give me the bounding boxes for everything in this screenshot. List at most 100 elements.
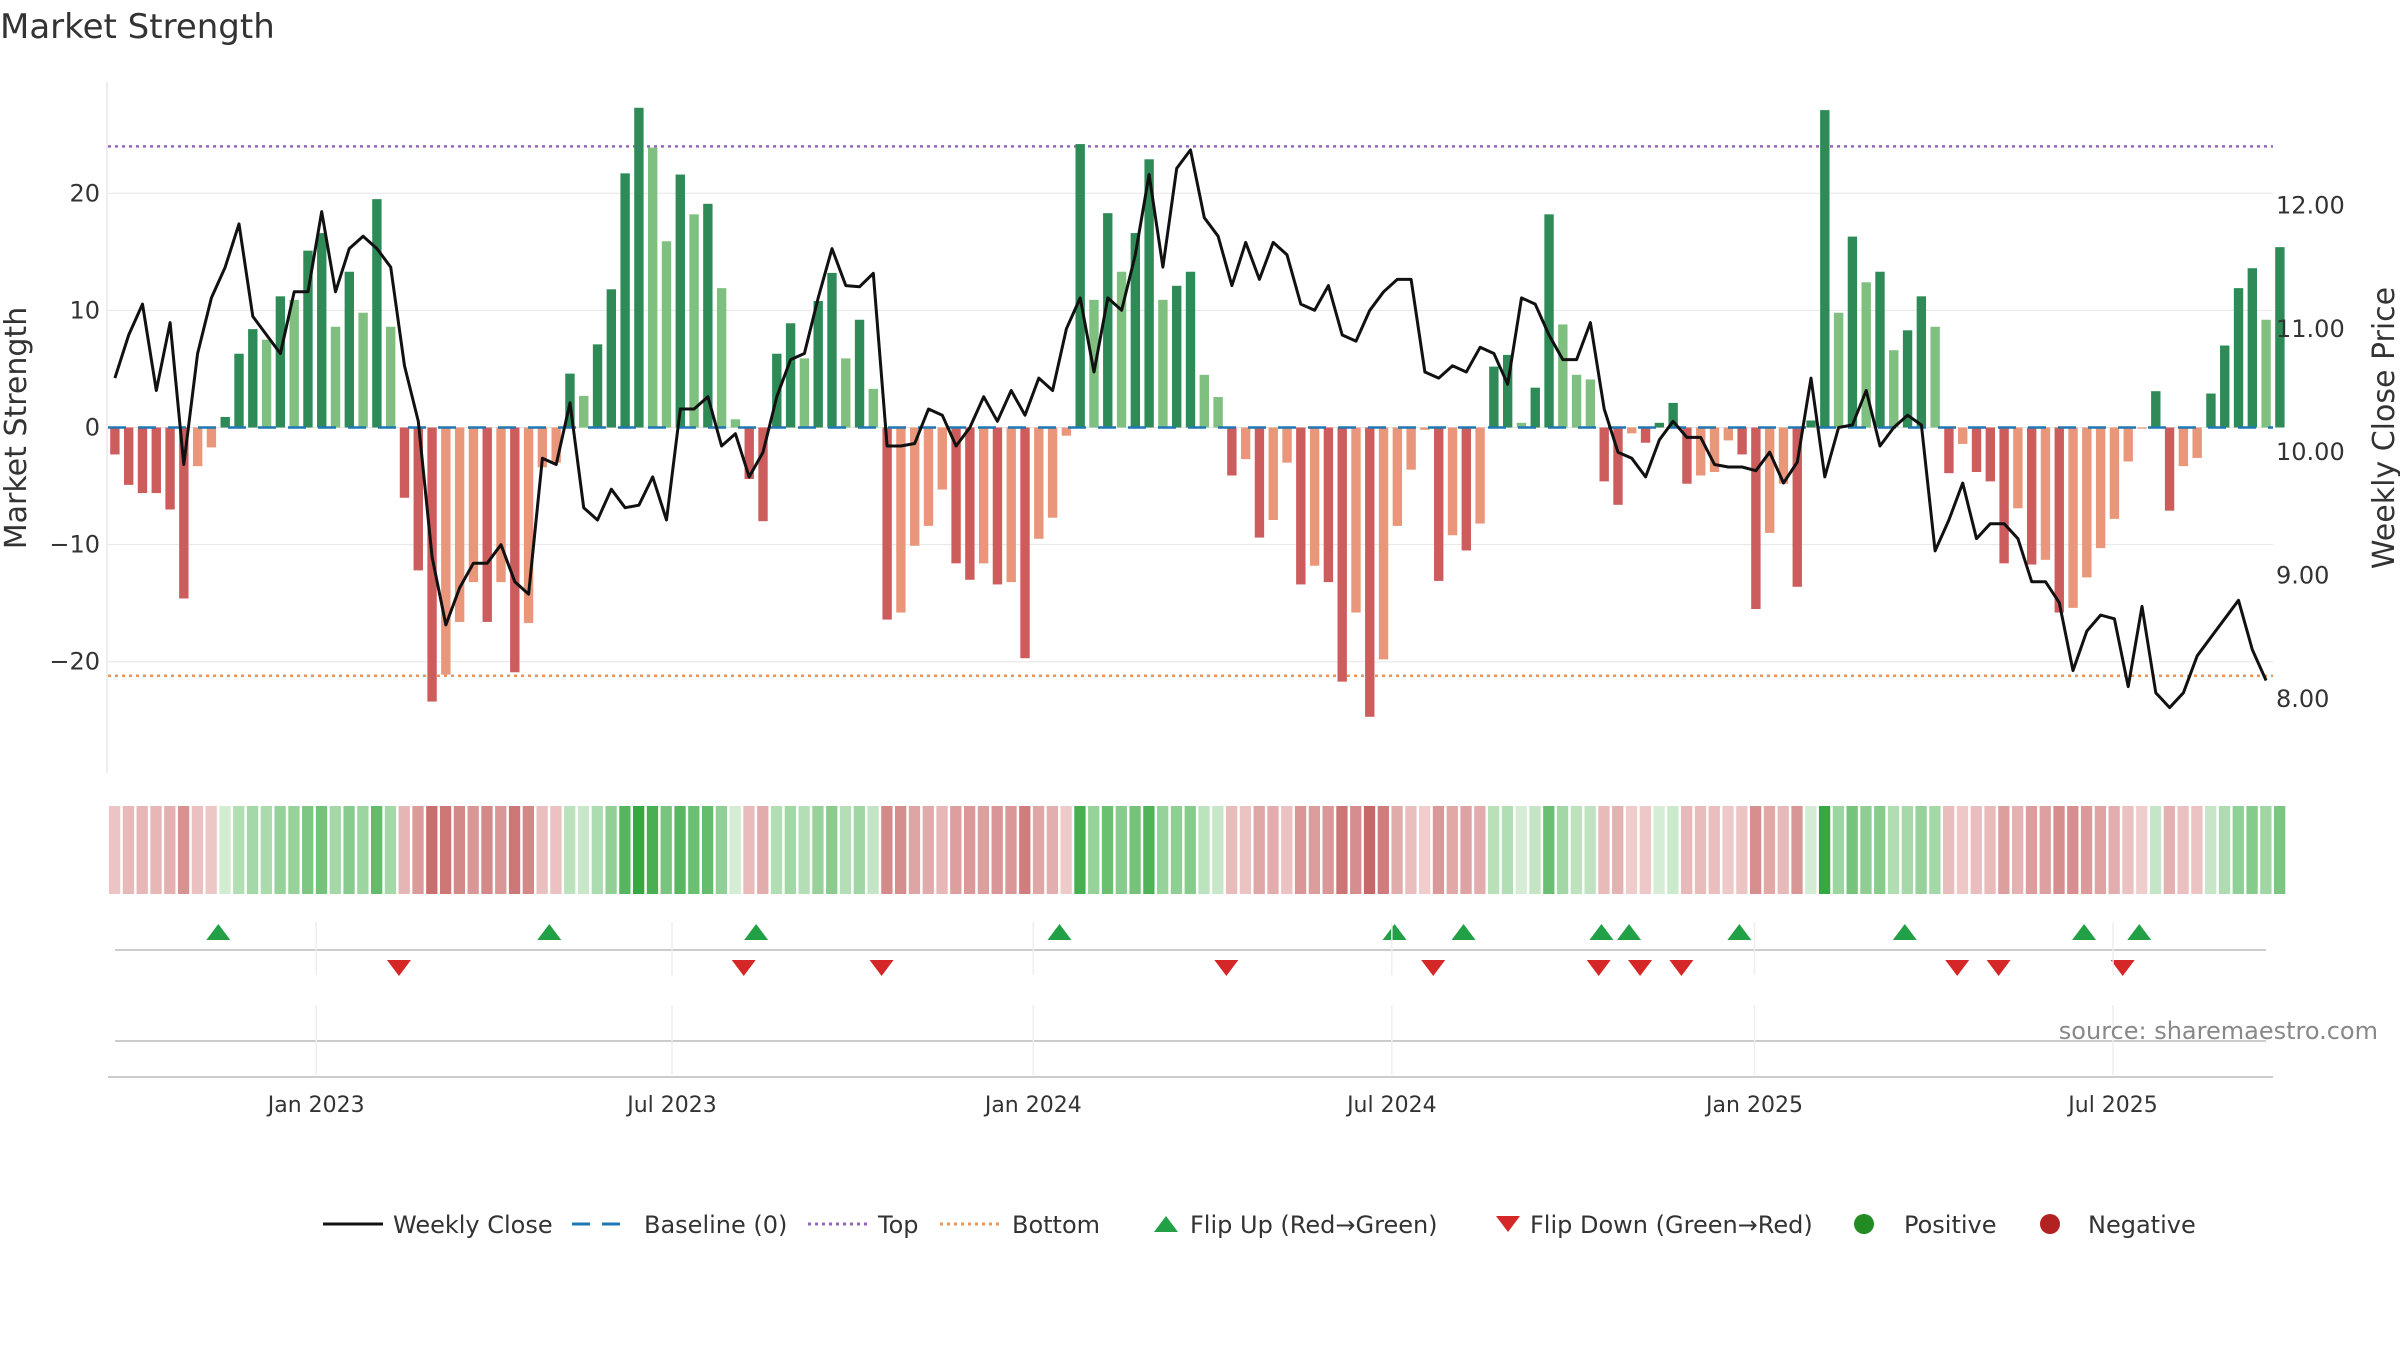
strength-bar bbox=[1323, 427, 1334, 583]
x-tick-label: Jan 2024 bbox=[983, 1093, 1082, 1118]
strength-bar bbox=[2040, 427, 2051, 560]
heat-cell bbox=[1832, 806, 1845, 894]
heat-cell bbox=[1515, 806, 1527, 894]
heat-cell bbox=[508, 806, 521, 894]
strength-bar bbox=[1309, 427, 1320, 566]
strength-bar bbox=[1792, 427, 1802, 587]
right-axis-label: Weekly Close Price bbox=[2367, 287, 2400, 569]
heat-cell bbox=[1101, 806, 1114, 894]
strength-bar bbox=[1116, 271, 1127, 428]
strength-bar bbox=[2192, 427, 2202, 458]
strength-bar bbox=[523, 427, 534, 624]
weekly-close-path bbox=[113, 148, 2268, 710]
heat-cell bbox=[895, 806, 907, 894]
heat-cell bbox=[812, 806, 824, 894]
heat-cell bbox=[1322, 806, 1334, 894]
heat-cell bbox=[1653, 806, 1665, 894]
heat-cell bbox=[467, 806, 479, 894]
heat-cell bbox=[1170, 806, 1183, 894]
strength-bar bbox=[2151, 391, 2161, 428]
heat-cell bbox=[1046, 806, 1058, 894]
strength-bar bbox=[868, 388, 879, 428]
strength-bar bbox=[1985, 427, 1995, 482]
strength-bar bbox=[344, 271, 355, 428]
heat-cell bbox=[1887, 806, 1900, 894]
heat-cell bbox=[936, 806, 948, 894]
heat-cell bbox=[1556, 806, 1569, 894]
heat-cell bbox=[550, 806, 562, 894]
strength-bar bbox=[537, 427, 548, 468]
strength-bar bbox=[951, 427, 961, 564]
strength-bar bbox=[579, 395, 589, 428]
strength-bar bbox=[2261, 319, 2271, 428]
flip-up-marker bbox=[537, 924, 562, 940]
heat-cell bbox=[674, 806, 686, 894]
strength-bar bbox=[730, 419, 741, 428]
flip-up-marker bbox=[206, 924, 231, 940]
heat-cell bbox=[2191, 806, 2203, 894]
flip-up-marker bbox=[2127, 924, 2152, 940]
heat-cell bbox=[950, 806, 962, 894]
strength-bar bbox=[427, 427, 437, 702]
strength-bar bbox=[1130, 233, 1141, 428]
source-credit: source: sharemaestro.com bbox=[2059, 1017, 2378, 1045]
heat-cell bbox=[2053, 806, 2065, 894]
heat-cell bbox=[826, 806, 838, 894]
strength-bar bbox=[744, 427, 754, 480]
heat-cell bbox=[2205, 806, 2217, 894]
strength-bar bbox=[1847, 236, 1858, 428]
strength-bar bbox=[1613, 427, 1623, 505]
lower-panel bbox=[108, 1040, 2273, 1078]
heat-cell bbox=[660, 806, 672, 894]
heat-cell bbox=[1157, 806, 1169, 894]
heat-cell bbox=[1198, 806, 1210, 894]
heat-cell bbox=[288, 806, 300, 894]
heat-cell bbox=[2080, 806, 2093, 894]
strength-bar bbox=[882, 427, 892, 620]
strength-bar bbox=[1502, 354, 1513, 428]
heat-cell bbox=[329, 806, 341, 894]
heat-cell bbox=[1184, 806, 1196, 894]
heat-cell bbox=[646, 806, 659, 894]
strength-bar bbox=[813, 301, 823, 428]
heat-cell bbox=[922, 806, 934, 894]
heat-cell bbox=[1267, 806, 1279, 894]
strength-bar bbox=[1406, 427, 1416, 470]
legend-label: Bottom bbox=[1012, 1211, 1100, 1239]
strength-bar bbox=[2123, 427, 2133, 462]
strength-bar bbox=[1668, 402, 1678, 428]
strength-bar bbox=[1185, 271, 1196, 428]
heat-cell bbox=[1005, 806, 1017, 894]
strength-bar bbox=[2013, 427, 2023, 509]
heat-cell bbox=[164, 806, 176, 894]
strength-bar bbox=[2054, 427, 2064, 613]
flip-down-marker bbox=[386, 960, 411, 976]
strength-bar bbox=[1075, 144, 1085, 428]
heat-cell bbox=[2108, 806, 2120, 894]
heat-cell bbox=[302, 806, 314, 894]
flip-down-marker bbox=[1628, 960, 1653, 976]
strength-bar bbox=[1061, 427, 1072, 436]
strength-bar bbox=[620, 173, 630, 428]
heat-cell bbox=[1350, 806, 1362, 894]
left-tick-label: 10 bbox=[69, 296, 100, 324]
strength-bar bbox=[1461, 427, 1471, 551]
left-tick-label: −20 bbox=[49, 648, 100, 676]
strength-bar bbox=[1930, 326, 1940, 428]
legend-label: Negative bbox=[2088, 1211, 2196, 1239]
heat-cell bbox=[1129, 806, 1141, 894]
heat-cell bbox=[963, 806, 976, 894]
heat-cell bbox=[757, 806, 769, 894]
left-axis-ticks: −20 −10 0 20 10 bbox=[49, 179, 100, 675]
heat-cell bbox=[1543, 806, 1555, 894]
heat-cell bbox=[770, 806, 783, 894]
heat-cell bbox=[1998, 806, 2010, 894]
strength-bar bbox=[2137, 427, 2147, 429]
legend: Weekly Close Baseline (0) Top Bottom Flip Up… bbox=[323, 1211, 2196, 1239]
flip-up-marker bbox=[1589, 924, 1614, 940]
heat-cell bbox=[853, 806, 865, 894]
flip-up-marker bbox=[1047, 924, 1072, 940]
legend-label: Baseline (0) bbox=[644, 1211, 787, 1239]
heat-cell bbox=[564, 806, 576, 894]
